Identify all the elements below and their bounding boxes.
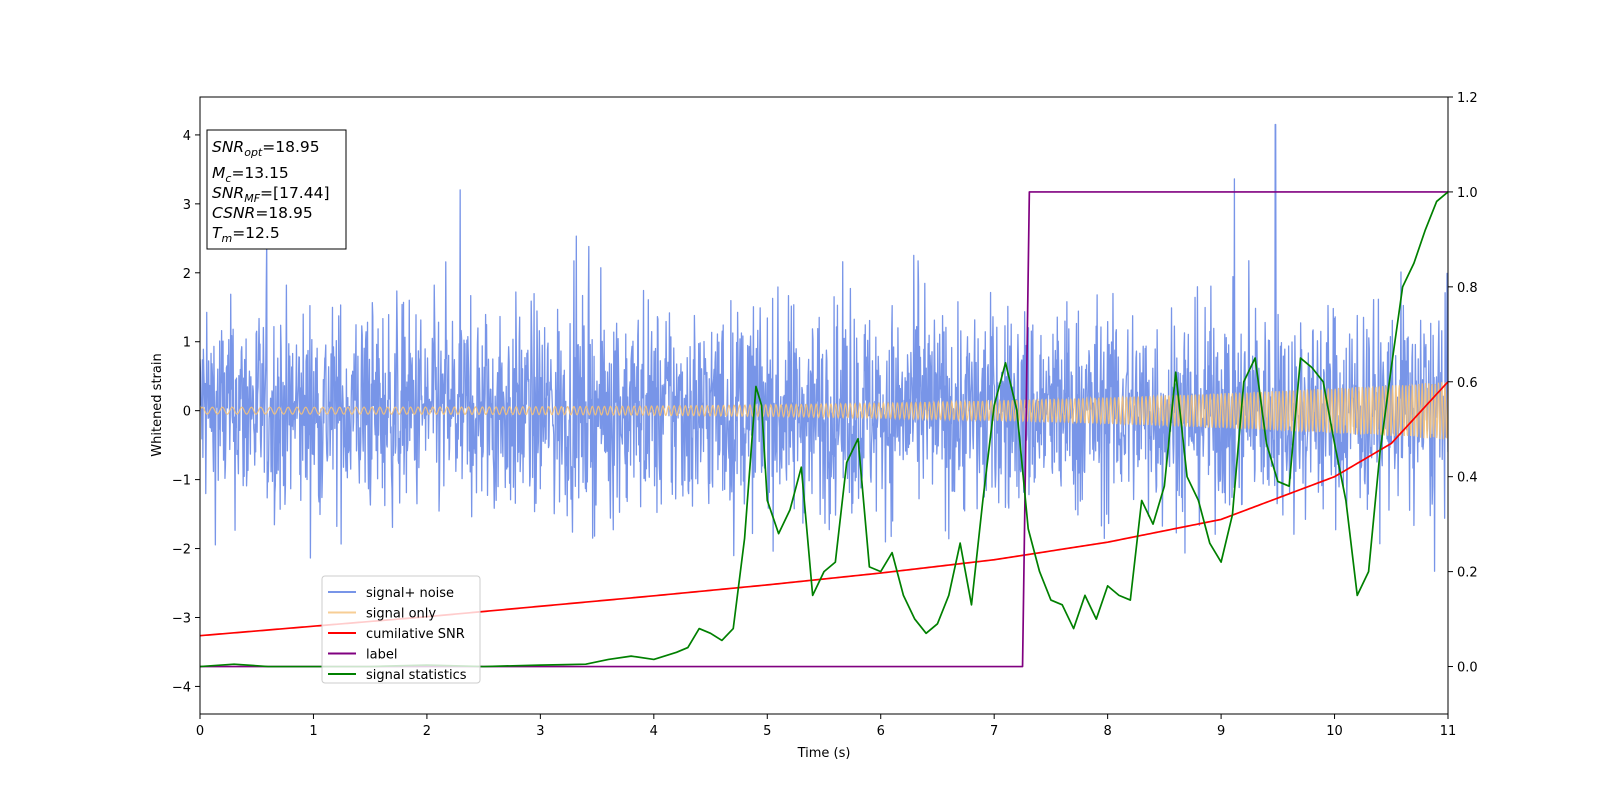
x-tick-label: 11 [1440, 724, 1457, 739]
left-y-tick-label: −2 [172, 543, 191, 558]
signal-only-line [200, 382, 1448, 440]
right-y-tick-label: 0.6 [1457, 376, 1478, 391]
info-tm: Tm=12.5 [212, 224, 280, 245]
x-axis-label: Time (s) [797, 746, 851, 761]
left-y-tick-label: 3 [183, 198, 191, 213]
legend-label: signal statistics [366, 668, 467, 683]
left-y-tick-label: 1 [183, 336, 191, 351]
legend-label: signal only [366, 607, 436, 622]
left-y-tick-label: 2 [183, 267, 191, 282]
right-y-tick-label: 0.0 [1457, 661, 1478, 676]
legend-items: signal+ noise signal only cumilative SNR la… [328, 586, 467, 683]
right-y-tick-label: 0.8 [1457, 281, 1478, 296]
x-tick-label: 5 [763, 724, 771, 739]
x-tick-label: 9 [1217, 724, 1225, 739]
legend-label: label [366, 648, 397, 663]
legend: signal+ noise signal only cumilative SNR la… [321, 575, 481, 684]
right-axis-ticks: 0.0 0.2 0.4 0.6 0.8 1.0 1.2 [1448, 91, 1478, 676]
info-box: SNRopt=18.95 Mc=13.15 SNRMF=[17.44] CSNR… [206, 129, 347, 250]
x-tick-label: 10 [1326, 724, 1343, 739]
x-tick-label: 8 [1103, 724, 1111, 739]
axes-frame [199, 96, 1449, 715]
label-line [200, 191, 1448, 668]
right-y-tick-label: 1.2 [1457, 91, 1478, 106]
legend-label: signal+ noise [366, 586, 454, 601]
x-tick-label: 2 [423, 724, 431, 739]
left-y-tick-label: 4 [183, 129, 191, 144]
left-y-tick-label: 0 [183, 405, 191, 420]
series-signal-only [200, 382, 1448, 440]
legend-label: cumilative SNR [366, 627, 465, 642]
x-tick-label: 1 [309, 724, 317, 739]
left-y-tick-label: −1 [172, 474, 191, 489]
left-y-tick-label: −3 [172, 611, 191, 626]
x-tick-label: 3 [536, 724, 544, 739]
y-axis-label: Whitened strain [150, 353, 165, 456]
info-mc: Mc=13.15 [212, 164, 289, 185]
info-box-frame [206, 129, 347, 250]
right-y-tick-label: 0.2 [1457, 566, 1478, 581]
legend-frame [321, 575, 481, 684]
info-snr-mf: SNRMF=[17.44] [212, 184, 330, 205]
x-tick-label: 0 [196, 724, 204, 739]
x-tick-label: 7 [990, 724, 998, 739]
right-y-tick-label: 1.0 [1457, 186, 1478, 201]
left-axis-ticks: −4 −3 −2 −1 0 1 2 3 4 [172, 129, 200, 695]
right-y-tick-label: 0.4 [1457, 471, 1478, 486]
x-tick-label: 6 [877, 724, 885, 739]
signal-statistics-line [200, 191, 1448, 668]
info-snr-opt: SNRopt=18.95 [212, 138, 320, 159]
x-axis-ticks: 0 1 2 3 4 5 6 7 8 9 10 11 [196, 714, 1456, 739]
info-csnr: CSNR=18.95 [212, 204, 313, 222]
x-tick-label: 4 [650, 724, 658, 739]
left-y-tick-label: −4 [172, 680, 191, 695]
